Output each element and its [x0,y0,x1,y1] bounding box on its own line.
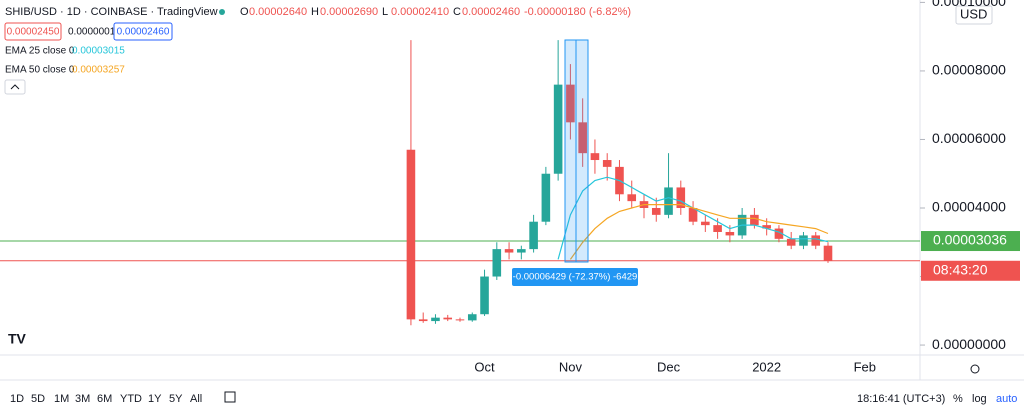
settings-icon[interactable] [970,364,980,374]
candle-body [492,249,502,277]
x-tick-label: Nov [559,359,583,374]
range-button[interactable]: 5Y [169,393,183,405]
buy-price[interactable]: 0.00002460 [117,27,170,38]
change: -0.00000180 (-6.82%) [524,6,631,18]
candle-body [823,245,833,261]
range-button[interactable]: 3M [75,393,90,405]
candle-body [725,231,735,236]
sell-price[interactable]: 0.00002450 [7,27,60,38]
candle-body [762,225,771,229]
candle-body [566,84,575,123]
legend-value: 0.00003015 [72,46,125,57]
price-label: 08:43:20 [933,261,988,277]
currency[interactable]: USD [960,6,987,21]
collapse-button[interactable] [4,79,26,95]
legend-name: EMA 50 close 0 [5,65,75,76]
range-button[interactable]: YTD [120,393,142,405]
candle-body [504,249,514,253]
x-tick-label: Feb [854,359,876,374]
candle-body [529,221,538,250]
candle-body [480,276,489,315]
candle-body [664,187,673,215]
candle-body [811,235,821,246]
range-button[interactable]: 1Y [148,393,162,405]
price-label-box [921,231,1020,252]
y-tick-label: 0.00010000 [932,0,1006,9]
legend-name: EMA 25 close 0 [5,46,75,57]
candle-body [553,84,563,174]
plot [0,40,920,326]
sell-box[interactable] [4,22,62,41]
log-toggle[interactable]: log [972,393,987,405]
candle-body [701,221,710,226]
percent-toggle[interactable]: % [953,393,963,405]
price-label: 0.00003036 [933,232,1007,248]
calendar-icon[interactable] [224,391,236,403]
range-button[interactable]: 1M [54,393,69,405]
candle-body [541,173,551,222]
ohlc-value: 0.00002460 [462,6,520,18]
x-tick-label: Dec [657,359,681,374]
legend-value: 0.00003257 [72,65,125,76]
range-button[interactable]: All [190,393,202,405]
y-tick-label: 0.00008000 [932,62,1006,78]
candle-body [590,153,600,161]
measure-label: -0.00006429 (-72.37%) -6429 [513,272,638,283]
ohlc-value: 0.00002410 [391,6,449,18]
status-dot [219,9,225,15]
measure-box [512,268,638,286]
symbol-title: SHIB/USD · 1D · COINBASE · TradingView [5,6,218,18]
candle-body [786,238,796,246]
candle-body [676,187,686,208]
ema-line [569,204,829,260]
ohlc-value: 0.00002640 [249,6,307,18]
collapse-icon [10,84,20,90]
candle-body [517,249,526,253]
candle-body [713,225,722,232]
clock: 18:16:41 (UTC+3) [857,393,945,405]
price-label-box [921,260,1020,281]
buy-box[interactable] [113,22,173,41]
currency-box[interactable] [955,5,993,25]
candle-body [602,160,612,167]
candle-body [467,314,477,321]
x-tick-label: Oct [474,359,495,374]
candle-body [651,207,661,215]
candle-body [418,319,428,322]
x-tick-label: 2022 [752,359,781,374]
ohlc-value: 0.00002690 [320,6,378,18]
ohlc-label: C [453,6,461,18]
ohlc-label: O [240,6,249,18]
auto-toggle[interactable]: auto [996,393,1017,405]
candle-body [443,317,453,320]
range-button[interactable]: 1D [10,393,24,405]
y-tick-label: 0.00004000 [932,199,1006,215]
ohlc-label: L [382,6,388,18]
y-tick-label: 0.00006000 [932,130,1006,146]
ohlc-label: H [311,6,319,18]
spread: 0.00000010 [68,27,121,38]
candle-body [406,149,416,320]
candle-body [627,194,637,202]
y-tick-label: 0.00000000 [932,336,1006,352]
candle-body [688,207,698,222]
range-button[interactable]: 5D [31,393,45,405]
candle-body [455,319,465,321]
candle-body [774,228,784,239]
logo: TV [8,331,27,347]
candle-body [431,317,440,322]
candle-body [799,235,808,246]
range-button[interactable]: 6M [97,393,112,405]
candle-body [750,214,759,226]
candle-body [578,122,587,154]
